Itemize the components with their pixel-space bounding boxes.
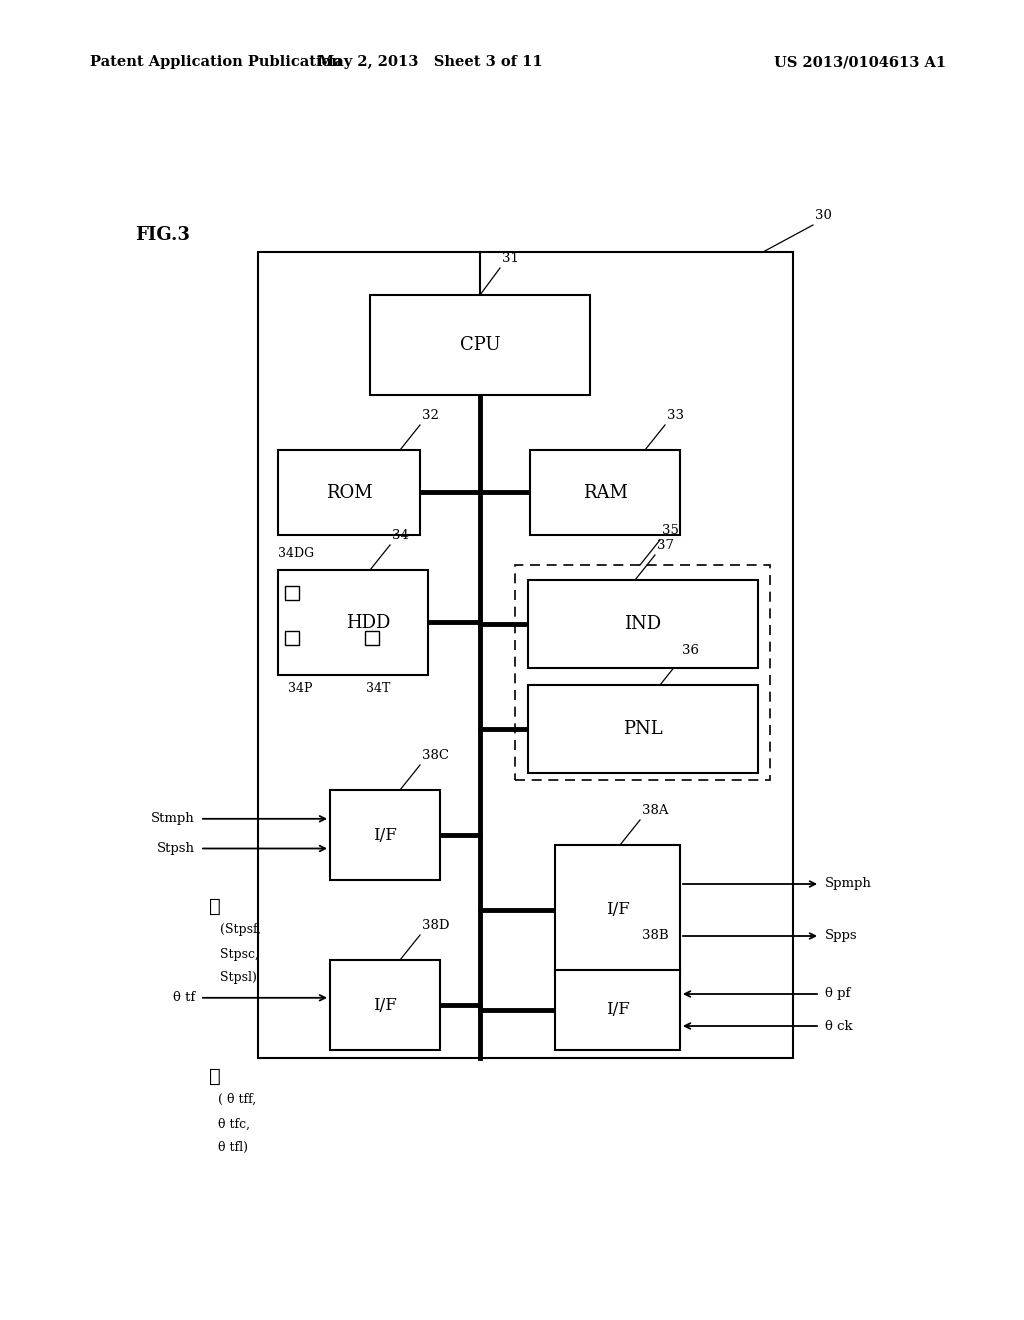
Bar (555, 845, 680, 975)
Text: 34P: 34P (288, 682, 312, 696)
Text: RAM: RAM (583, 483, 628, 502)
Text: I/F: I/F (373, 997, 397, 1014)
Text: 34: 34 (392, 529, 409, 543)
Bar (528, 685, 758, 774)
Bar (285, 631, 299, 645)
Text: ℓ: ℓ (209, 898, 221, 916)
Bar (555, 970, 680, 1049)
Text: 32: 32 (422, 409, 439, 422)
Text: 30: 30 (815, 209, 831, 222)
Text: I/F: I/F (373, 826, 397, 843)
Text: IND: IND (625, 615, 662, 634)
Text: 33: 33 (667, 409, 684, 422)
Text: Spmph: Spmph (825, 878, 871, 891)
Bar (370, 294, 590, 395)
Bar (330, 960, 440, 1049)
Text: 38D: 38D (422, 919, 450, 932)
Text: US 2013/0104613 A1: US 2013/0104613 A1 (774, 55, 946, 69)
Text: 38C: 38C (422, 748, 449, 762)
Text: ROM: ROM (326, 483, 373, 502)
Text: FIG.3: FIG.3 (135, 226, 189, 244)
Text: 35: 35 (662, 524, 679, 537)
Text: PNL: PNL (624, 719, 663, 738)
Text: θ ck: θ ck (825, 1019, 853, 1032)
Bar (278, 450, 420, 535)
Bar (528, 579, 758, 668)
Text: Patent Application Publication: Patent Application Publication (90, 55, 342, 69)
Bar (258, 252, 793, 1059)
Bar (530, 450, 680, 535)
Text: HDD: HDD (346, 614, 390, 631)
Text: I/F: I/F (605, 902, 630, 919)
Text: 34T: 34T (366, 682, 390, 696)
Text: May 2, 2013   Sheet 3 of 11: May 2, 2013 Sheet 3 of 11 (317, 55, 543, 69)
Text: Stpsh: Stpsh (157, 842, 195, 855)
Bar (365, 631, 379, 645)
Text: (Stpsf,: (Stpsf, (220, 923, 261, 936)
Text: I/F: I/F (605, 1002, 630, 1019)
Text: 37: 37 (657, 539, 674, 552)
Bar (285, 586, 299, 601)
Text: Stpsc,: Stpsc, (220, 948, 259, 961)
Text: θ tfc,: θ tfc, (218, 1118, 250, 1131)
Bar (278, 570, 428, 675)
Text: CPU: CPU (460, 337, 501, 354)
Text: 34DG: 34DG (278, 546, 314, 560)
Bar (515, 565, 770, 780)
Text: ℓ: ℓ (209, 1068, 221, 1086)
Text: 38B: 38B (642, 929, 669, 942)
Text: θ tfl): θ tfl) (218, 1140, 248, 1154)
Text: 38A: 38A (642, 804, 669, 817)
Text: 36: 36 (682, 644, 699, 657)
Text: Stpsl): Stpsl) (220, 972, 257, 983)
Text: Spps: Spps (825, 929, 858, 942)
Bar (330, 789, 440, 880)
Text: θ pf: θ pf (825, 987, 850, 1001)
Text: Stmph: Stmph (152, 812, 195, 825)
Text: θ tf: θ tf (173, 991, 195, 1005)
Text: ( θ tff,: ( θ tff, (218, 1093, 256, 1106)
Text: 31: 31 (502, 252, 519, 265)
